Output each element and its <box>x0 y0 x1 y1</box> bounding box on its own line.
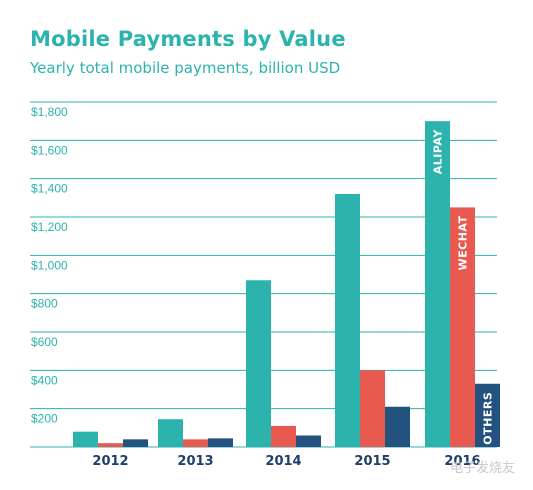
bar-label-wechat: WECHAT <box>457 215 470 270</box>
x-tick-label: 2013 <box>177 454 213 469</box>
bar-others-2012 <box>123 439 148 447</box>
x-tick-label: 2014 <box>265 454 301 469</box>
y-tick-label: $1,400 <box>31 182 68 196</box>
y-tick-label: $1,000 <box>31 258 68 272</box>
chart-subtitle: Yearly total mobile payments, billion US… <box>30 59 341 77</box>
chart-title: Mobile Payments by Value <box>30 27 346 51</box>
bar-label-alipay: ALIPAY <box>432 129 445 175</box>
bar-wechat-2013 <box>183 439 208 447</box>
bar-others-2014 <box>296 435 321 447</box>
y-tick-label: $1,800 <box>31 105 68 119</box>
bar-wechat-2015 <box>360 370 385 447</box>
y-tick-label: $800 <box>31 297 58 311</box>
bar-alipay-2013 <box>158 419 183 447</box>
y-tick-label: $1,600 <box>31 143 68 157</box>
bar-wechat-2014 <box>271 425 296 447</box>
bar-wechat-2016 <box>450 207 475 447</box>
bar-alipay-2015 <box>335 194 360 447</box>
y-tick-label: $600 <box>31 335 58 349</box>
bar-wechat-2012 <box>98 443 123 447</box>
bar-label-others: OTHERS <box>482 392 495 445</box>
bar-others-2013 <box>208 438 233 447</box>
x-tick-label: 2015 <box>354 454 390 469</box>
bar-alipay-2012 <box>73 431 98 447</box>
bar-alipay-2014 <box>246 280 271 447</box>
y-tick-label: $200 <box>31 412 58 426</box>
y-tick-label: $1,200 <box>31 220 68 234</box>
y-tick-label: $400 <box>31 373 58 387</box>
bar-others-2016 <box>475 383 500 447</box>
watermark: 电子发烧友 <box>449 461 515 476</box>
bar-others-2015 <box>385 406 410 447</box>
x-tick-label: 2012 <box>92 454 128 469</box>
x-tick-label: 2016 <box>444 454 480 469</box>
bar-alipay-2016 <box>425 121 450 448</box>
